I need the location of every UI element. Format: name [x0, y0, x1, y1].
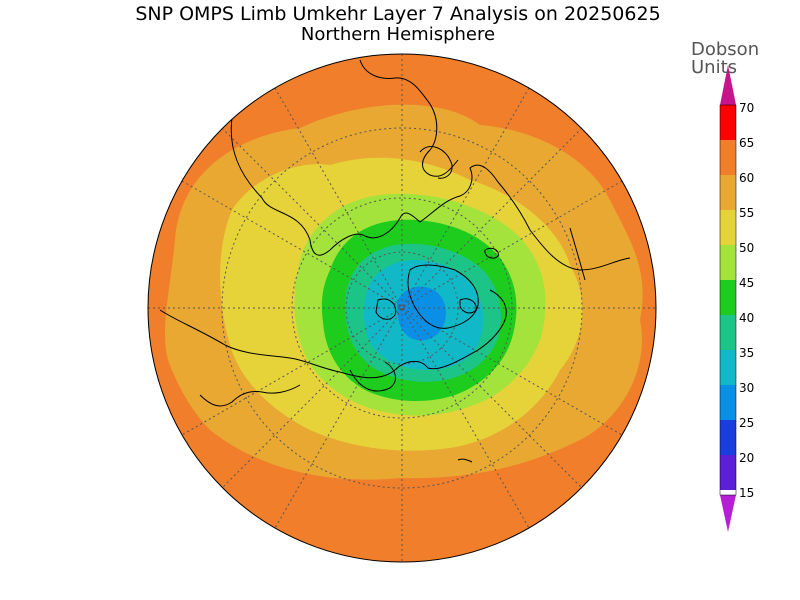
- colorbar-segment: [720, 385, 736, 420]
- map-boundary-circle: [147, 53, 657, 563]
- colorbar-tick-label: 65: [739, 136, 755, 150]
- colorbar-segment: [720, 315, 736, 350]
- colorbar-segment: [720, 105, 736, 140]
- colorbar-segment: [720, 245, 736, 280]
- coastlines: [159, 59, 631, 463]
- coastline-hawaii: [457, 458, 473, 463]
- coastline-eurasia: [230, 117, 631, 271]
- colorbar-top-arrow: [720, 65, 736, 105]
- coastline-arctic-islands: [375, 298, 477, 320]
- latitude-circle-50: [291, 197, 513, 419]
- colorbar-segment: [720, 280, 736, 315]
- colorbar-tick-label: 50: [739, 241, 755, 255]
- colorbar-segment: [720, 175, 736, 210]
- map-title: SNP OMPS Limb Umkehr Layer 7 Analysis on…: [135, 3, 661, 25]
- colorbar-segment: [720, 210, 736, 245]
- coastline-hudson-bay: [349, 361, 396, 392]
- colorbar-tick-label: 45: [739, 276, 755, 290]
- colorbar-tick-label: 20: [739, 451, 755, 465]
- colorbar-segment: [720, 420, 736, 455]
- colorbar-tick-label: 30: [739, 381, 755, 395]
- coastline-europe: [359, 59, 459, 177]
- colorbar-tick-label: 15: [739, 486, 755, 500]
- colorbar-unit-line1: Dobson: [691, 39, 760, 60]
- colorbar-bottom-arrow: [720, 495, 736, 532]
- coastline-scandinavia: [419, 146, 453, 179]
- coastline-iceland: [484, 247, 499, 259]
- colorbar-frame: [719, 104, 737, 496]
- colorbar-tick-label: 55: [739, 206, 755, 220]
- colorbar-tick-label: 70: [739, 101, 755, 115]
- map-subtitle: Northern Hemisphere: [300, 24, 496, 45]
- latitude-circle-30: [221, 127, 583, 489]
- colorbar-segment: [720, 350, 736, 385]
- colorbar-segment: [720, 455, 736, 490]
- colorbar-tick-label: 40: [739, 311, 755, 325]
- colorbar-segment: [720, 140, 736, 175]
- coastline-japan: [569, 227, 586, 281]
- colorbar-tick-label: 25: [739, 416, 755, 430]
- graticule: [148, 54, 656, 562]
- coastline-greenland: [407, 264, 479, 329]
- colorbar-tick-label: 35: [739, 346, 755, 360]
- coastline-alaska: [199, 384, 301, 407]
- coastline-north-america: [159, 289, 507, 379]
- colorbar-tick-label: 60: [739, 171, 755, 185]
- colorbar-bars: [720, 105, 736, 490]
- colorbar-unit-line2: Units: [691, 57, 738, 78]
